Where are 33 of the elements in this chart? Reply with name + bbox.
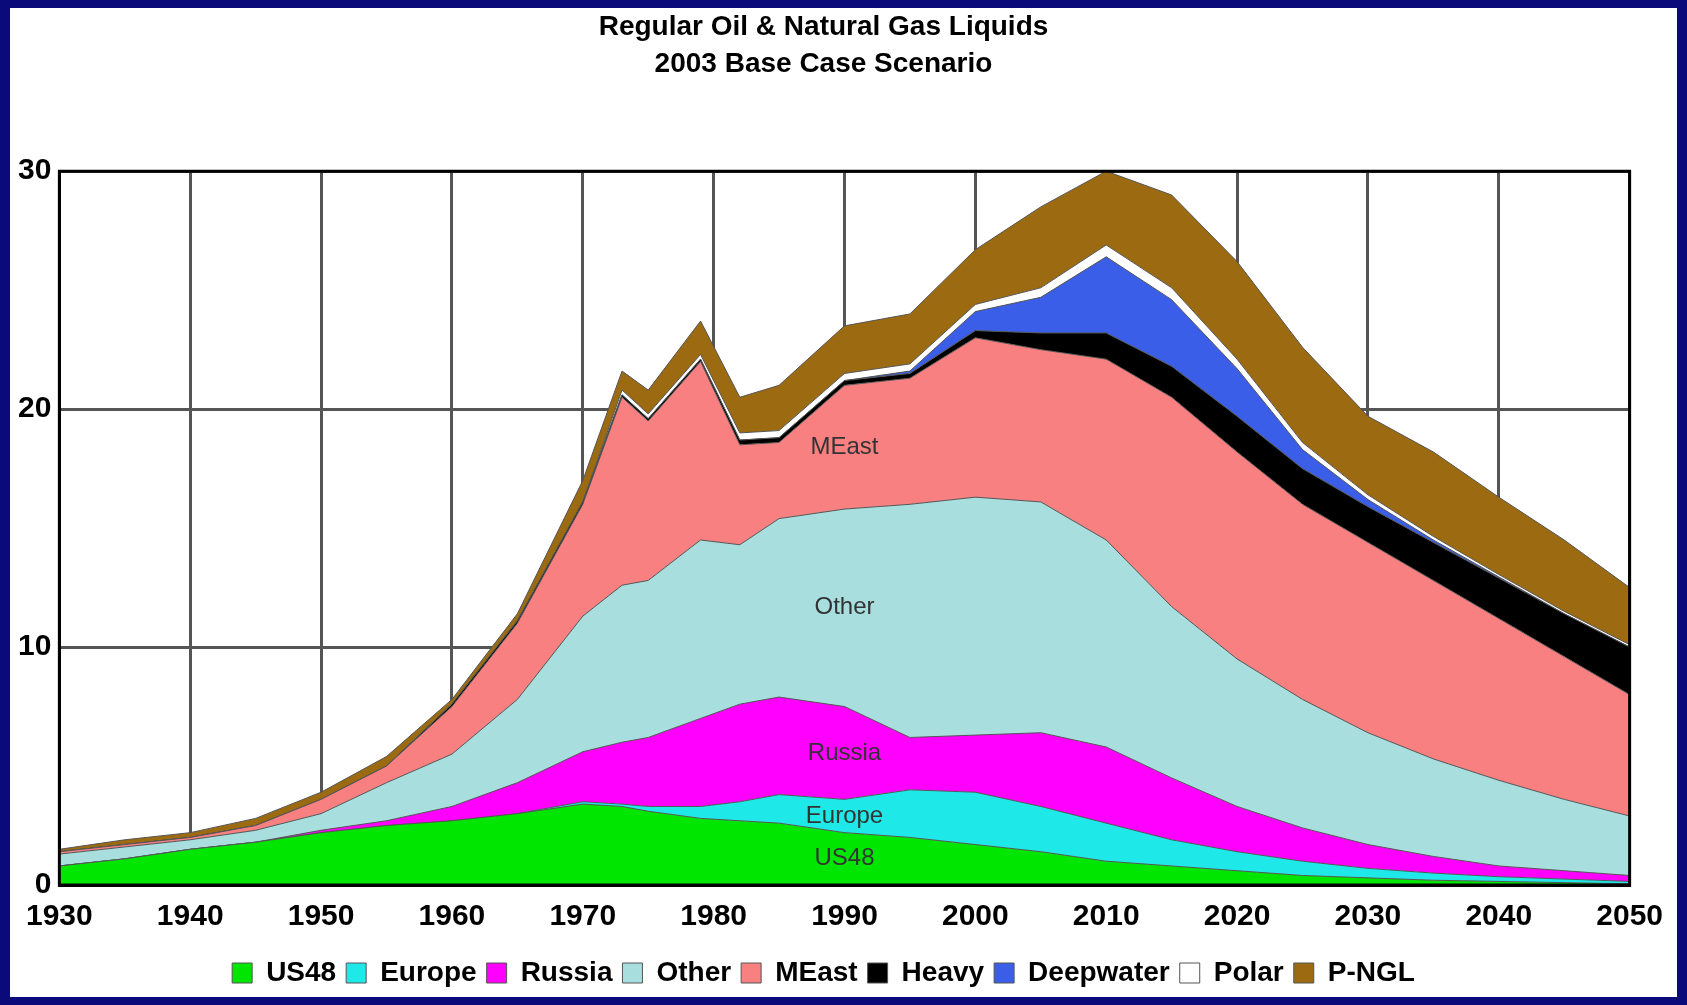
legend-label: Heavy: [901, 955, 985, 987]
x-tick-label: 1940: [156, 898, 224, 932]
legend-label: MEast: [775, 955, 858, 987]
legend-label: Russia: [520, 955, 613, 987]
annotation: MEast: [810, 431, 879, 459]
annotation: US48: [814, 843, 875, 871]
legend-label: Other: [656, 955, 732, 987]
x-tick-label: 2050: [1596, 898, 1664, 932]
chart-subtitle: 2003 Base Case Scenario: [654, 47, 993, 79]
x-tick-label: 2010: [1072, 898, 1140, 932]
x-tick-label: 1960: [418, 898, 486, 932]
annotation: Russia: [807, 737, 882, 765]
y-tick-label: 20: [17, 390, 52, 424]
y-tick-label: 0: [34, 866, 52, 900]
legend-label: Europe: [380, 955, 477, 987]
annotation: Europe: [805, 800, 884, 828]
x-tick-label: 1980: [680, 898, 748, 932]
x-tick-label: 1950: [287, 898, 355, 932]
x-tick-label: 1990: [811, 898, 878, 932]
legend-label: P-NGL: [1327, 955, 1415, 987]
x-tick-label: 1970: [549, 898, 617, 932]
chart-title: Regular Oil & Natural Gas Liquids: [598, 9, 1049, 41]
x-tick-label: 2020: [1203, 898, 1271, 932]
legend-label: Deepwater: [1028, 955, 1170, 987]
annotation: Other: [814, 592, 875, 620]
y-tick-label: 10: [17, 628, 52, 662]
x-tick-label: 2040: [1465, 898, 1533, 932]
legend-label: Polar: [1213, 955, 1284, 987]
y-tick-label: 30: [17, 152, 52, 186]
x-tick-label: 2000: [941, 898, 1009, 932]
x-tick-label: 2030: [1334, 898, 1402, 932]
x-tick-label: 1930: [25, 898, 93, 932]
legend-label: US48: [266, 955, 337, 987]
